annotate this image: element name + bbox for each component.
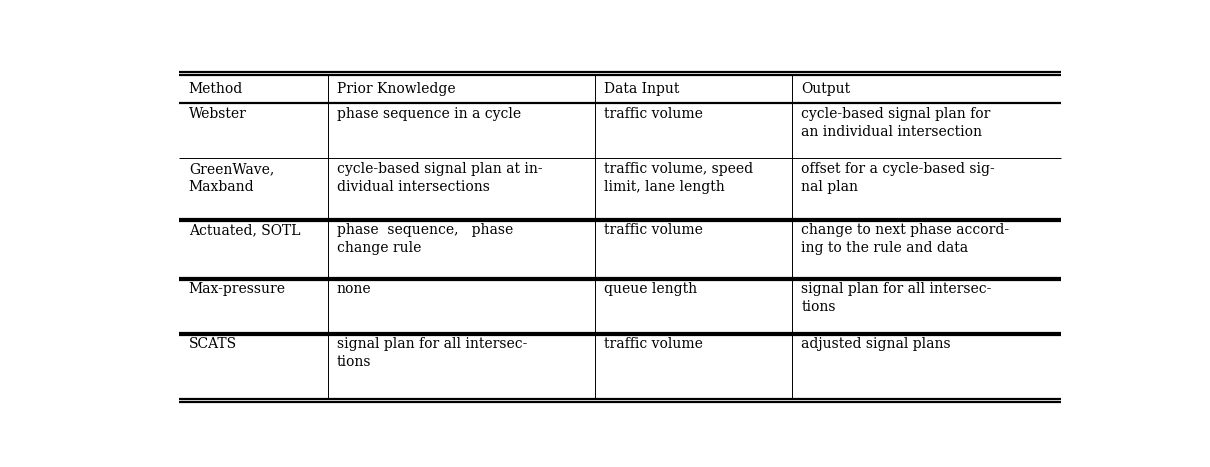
Text: phase  sequence,   phase
change rule: phase sequence, phase change rule: [336, 223, 513, 255]
Text: traffic volume: traffic volume: [604, 337, 703, 351]
Text: GreenWave,
Maxband: GreenWave, Maxband: [189, 162, 273, 194]
Text: offset for a cycle-based sig-
nal plan: offset for a cycle-based sig- nal plan: [801, 162, 995, 194]
Text: cycle-based signal plan for
an individual intersection: cycle-based signal plan for an individua…: [801, 107, 991, 139]
Text: queue length: queue length: [604, 282, 697, 296]
Text: Max-pressure: Max-pressure: [189, 282, 286, 296]
Text: none: none: [336, 282, 371, 296]
Text: phase sequence in a cycle: phase sequence in a cycle: [336, 107, 522, 121]
Text: traffic volume, speed
limit, lane length: traffic volume, speed limit, lane length: [604, 162, 754, 194]
Text: Data Input: Data Input: [604, 82, 680, 96]
Text: Method: Method: [189, 82, 243, 96]
Text: Actuated, SOTL: Actuated, SOTL: [189, 223, 300, 237]
Text: cycle-based signal plan at in-
dividual intersections: cycle-based signal plan at in- dividual …: [336, 162, 542, 194]
Text: change to next phase accord-
ing to the rule and data: change to next phase accord- ing to the …: [801, 223, 1009, 255]
Text: signal plan for all intersec-
tions: signal plan for all intersec- tions: [801, 282, 991, 314]
Text: Prior Knowledge: Prior Knowledge: [336, 82, 455, 96]
Text: traffic volume: traffic volume: [604, 223, 703, 237]
Text: traffic volume: traffic volume: [604, 107, 703, 121]
Text: SCATS: SCATS: [189, 337, 237, 351]
Text: adjusted signal plans: adjusted signal plans: [801, 337, 951, 351]
Text: Output: Output: [801, 82, 851, 96]
Text: signal plan for all intersec-
tions: signal plan for all intersec- tions: [336, 337, 528, 369]
Text: Webster: Webster: [189, 107, 247, 121]
